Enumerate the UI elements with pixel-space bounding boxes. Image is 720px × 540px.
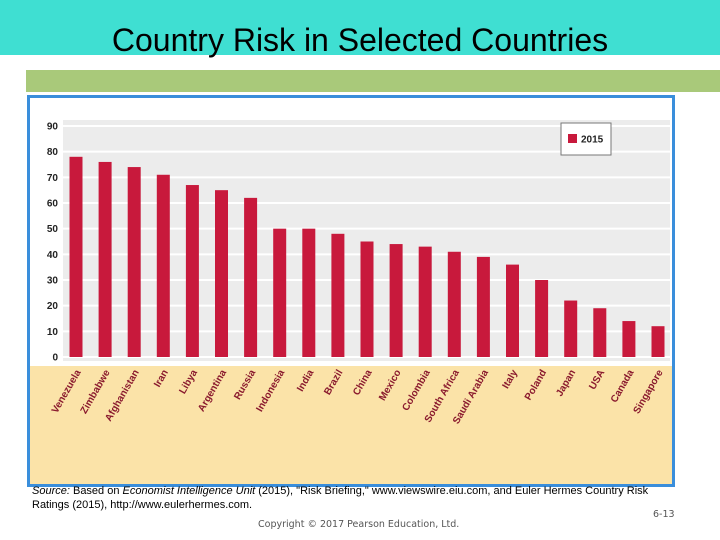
bar [273,228,287,357]
y-tick-label: 50 [47,224,59,235]
bar [535,280,549,357]
bar [360,241,374,357]
source-text-1: Based on [69,485,123,497]
slide-title: Country Risk in Selected Countries [111,22,609,58]
copyright: Copyright © 2017 Pearson Education, Ltd. [258,519,460,530]
source-publisher: Economist Intelligence Unit [122,485,256,497]
bar [98,161,112,357]
bar [156,174,170,357]
bar [127,167,141,357]
bar [331,233,345,357]
accent-bar [26,70,720,92]
bar [447,251,461,357]
source-label: Source: [32,485,70,497]
y-tick-label: 60 [47,199,59,210]
y-tick-label: 80 [47,147,59,158]
bar [215,190,228,357]
y-tick-label: 10 [47,327,59,338]
bar [69,156,83,357]
slide-number: 6-13 [653,509,675,520]
y-tick-label: 70 [47,173,59,184]
bar [564,300,578,357]
legend: 2015 [560,122,612,156]
bar [651,326,665,357]
bar-chart: 0102030405060708090VenezuelaZimbabweAfgh… [30,120,672,484]
source-text-2: (2015), "Risk Briefing," www.viewswire.e… [32,485,649,511]
y-tick-label: 30 [47,276,59,287]
chart-frame: 0 10 20 30 40 50 60 70 80 90 Venezuela Zimbabwe Afgh… [27,95,675,487]
source-note: Source: Based on Economist Intelligence … [32,484,652,512]
bar [476,256,490,357]
bar [622,321,636,357]
label-area-background [30,366,672,484]
y-tick-label: 0 [52,353,58,364]
title-band [0,0,720,55]
bar [302,228,316,357]
bar [593,308,607,357]
bar [506,264,519,357]
bar [185,185,199,357]
bar [418,246,432,357]
legend-label: 2015 [581,135,604,146]
bar [244,197,258,357]
y-tick-label: 90 [47,122,59,133]
y-tick-label: 20 [47,301,59,312]
bar [389,244,403,357]
y-tick-label: 40 [47,250,59,261]
legend-swatch [568,134,577,143]
